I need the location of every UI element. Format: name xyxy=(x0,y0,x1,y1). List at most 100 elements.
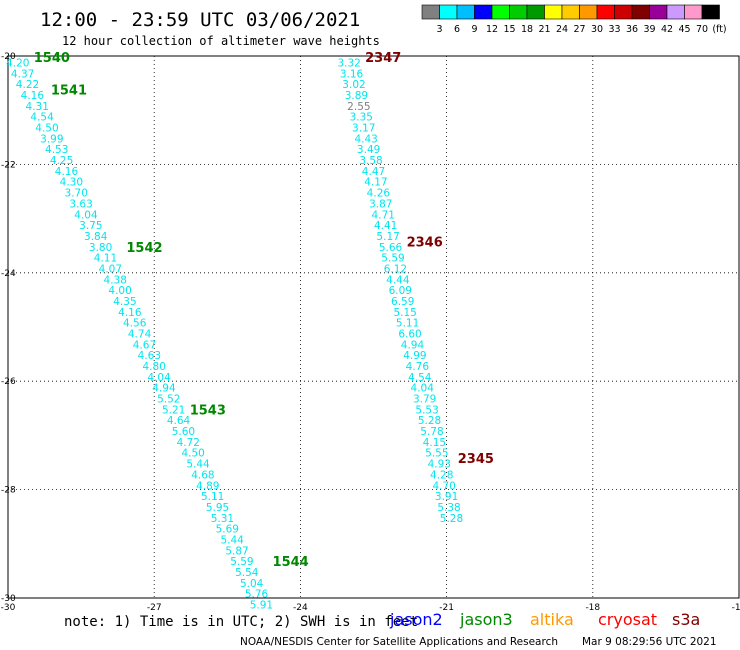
swh-value: 4.50 xyxy=(181,448,204,460)
swh-value: 2.55 xyxy=(347,101,370,113)
swh-value: 4.99 xyxy=(403,350,426,362)
swh-value: 4.76 xyxy=(406,361,430,373)
y-tick-label: -26 xyxy=(1,377,16,387)
swh-value: 4.47 xyxy=(362,166,385,178)
colorbar-swatch xyxy=(579,4,598,20)
swh-value: 5.52 xyxy=(157,394,180,406)
pass-time-label: 1540 xyxy=(34,51,70,66)
legend-jason3: jason3 xyxy=(459,610,513,629)
swh-value: 4.04 xyxy=(147,372,171,384)
swh-value: 4.67 xyxy=(133,339,156,351)
swh-value: 4.16 xyxy=(21,90,45,102)
colorbar-label: 6 xyxy=(454,24,460,35)
swh-value: 5.69 xyxy=(216,524,239,536)
colorbar-label: 18 xyxy=(521,24,533,35)
swh-value: 4.43 xyxy=(354,133,377,145)
swh-value: 4.30 xyxy=(60,177,83,189)
swh-value: 5.59 xyxy=(230,556,253,568)
colorbar-swatch xyxy=(456,4,475,20)
swh-value: 4.00 xyxy=(108,285,131,297)
pass-time-label: 1542 xyxy=(126,241,162,256)
swh-value: 5.76 xyxy=(245,589,269,601)
colorbar-swatch xyxy=(544,4,563,20)
swh-value: 4.89 xyxy=(196,480,219,492)
swh-value: 6.12 xyxy=(384,263,407,275)
swh-value: 4.80 xyxy=(143,361,166,373)
colorbar-label: 21 xyxy=(538,24,550,35)
swh-value: 3.17 xyxy=(352,123,375,135)
swh-value: 5.95 xyxy=(206,502,229,514)
swh-value: 5.17 xyxy=(376,231,399,243)
swh-value: 4.64 xyxy=(167,415,191,427)
swh-value: 4.37 xyxy=(11,68,34,80)
swh-value: 4.38 xyxy=(104,274,127,286)
swh-value: 4.17 xyxy=(364,177,387,189)
swh-value: 5.44 xyxy=(220,534,244,546)
swh-value: 4.94 xyxy=(152,383,176,395)
x-tick-label: -21 xyxy=(439,603,454,613)
swh-value: 4.74 xyxy=(128,329,152,341)
colorbar-label: 30 xyxy=(591,24,603,35)
swh-value: 4.53 xyxy=(45,144,68,156)
colorbar-label: 36 xyxy=(626,24,638,35)
track-jason3: 4.204.374.224.164.314.544.503.994.534.25… xyxy=(6,51,309,611)
legend-cryosat: cryosat xyxy=(598,610,657,629)
swh-value: 5.15 xyxy=(393,307,416,319)
swh-value: 5.78 xyxy=(420,426,443,438)
swh-value: 4.11 xyxy=(94,253,117,265)
swh-value: 4.04 xyxy=(411,383,435,395)
swh-value: 4.25 xyxy=(50,155,73,167)
colorbar-label: 15 xyxy=(503,24,515,35)
swh-value: 3.35 xyxy=(350,112,373,124)
colorbar-label: 12 xyxy=(486,24,498,35)
swh-value: 5.87 xyxy=(225,545,248,557)
swh-value: 6.09 xyxy=(389,285,412,297)
swh-value: 4.16 xyxy=(55,166,79,178)
colorbar-label: 3 xyxy=(436,24,442,35)
swh-value: 4.26 xyxy=(367,188,391,200)
x-tick-label: -15 xyxy=(732,603,740,613)
colorbar-swatch xyxy=(491,4,510,20)
legend-s3a: s3a xyxy=(672,610,700,629)
map-frame xyxy=(7,55,740,599)
swh-colorbar: 3 6 9 12 15 18 21 24 27 30 33 36 39 42 45 70 (ft) xyxy=(421,4,727,35)
swh-value: 3.32 xyxy=(337,58,360,70)
swh-value: 5.21 xyxy=(162,404,185,416)
swh-value: 5.28 xyxy=(418,415,441,427)
swh-value: 5.44 xyxy=(186,459,210,471)
swh-value: 4.04 xyxy=(74,209,98,221)
swh-value: 5.38 xyxy=(437,502,460,514)
swh-value: 4.20 xyxy=(6,58,29,70)
footer-timestamp: Mar 9 08:29:56 UTC 2021 xyxy=(582,636,717,648)
swh-value: 3.70 xyxy=(65,188,88,200)
swh-value: 4.54 xyxy=(408,372,432,384)
swh-value: 4.44 xyxy=(386,274,410,286)
swh-value: 5.53 xyxy=(415,404,438,416)
colorbar-label: 33 xyxy=(608,24,620,35)
x-tick-label: -30 xyxy=(1,603,16,613)
swh-value: 4.94 xyxy=(401,339,425,351)
pass-time-label: 2345 xyxy=(458,452,494,467)
pass-time-label: 1544 xyxy=(273,555,309,570)
colorbar-swatch xyxy=(421,4,440,20)
legend-jason2: jason2 xyxy=(389,610,443,629)
swh-value: 4.63 xyxy=(138,350,161,362)
swh-value: 4.15 xyxy=(423,437,446,449)
swh-value: 5.59 xyxy=(381,253,404,265)
y-tick-label: -28 xyxy=(1,486,16,496)
swh-value: 4.22 xyxy=(16,79,39,91)
swh-value: 3.16 xyxy=(340,68,364,80)
colorbar-swatch xyxy=(474,4,493,20)
colorbar-label: 42 xyxy=(661,24,673,35)
swh-value: 3.91 xyxy=(435,491,458,503)
legend-altika: altika xyxy=(530,610,574,629)
colorbar-swatch xyxy=(596,4,615,20)
footer-note: note: 1) Time is in UTC; 2) SWH is in fe… xyxy=(64,614,418,630)
swh-value: 3.79 xyxy=(413,394,436,406)
axis-ticks: -30 -27 -24 -21 -18 -15 -20 -22 -24 -26 -28 -30 xyxy=(1,52,740,613)
colorbar-label: 39 xyxy=(643,24,655,35)
swh-value: 5.55 xyxy=(425,448,448,460)
swh-value: 5.66 xyxy=(379,242,403,254)
x-tick-label: -24 xyxy=(293,603,308,613)
y-tick-label: -20 xyxy=(1,52,16,62)
